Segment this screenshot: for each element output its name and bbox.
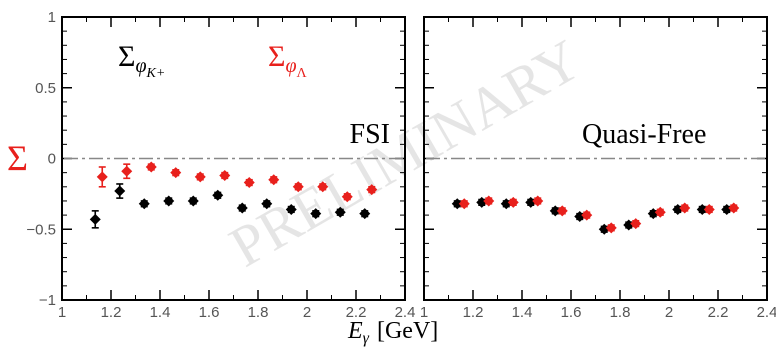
data-point-diamond <box>261 198 273 210</box>
data-point-diamond <box>187 195 199 207</box>
data-point-diamond <box>96 171 108 183</box>
right-x-tick-label: 1.4 <box>512 304 533 321</box>
right-x-tick-label: 1.2 <box>463 304 484 321</box>
data-point-diamond <box>366 184 378 196</box>
left-x-tick-label: 1 <box>58 304 66 321</box>
data-point-diamond <box>451 198 463 210</box>
left-y-tick-label: −1 <box>39 292 56 309</box>
data-point-diamond <box>334 206 346 218</box>
data-point-diamond <box>500 198 512 210</box>
left-x-tick-label: 1.4 <box>150 304 171 321</box>
right-x-tick-label: 1.8 <box>610 304 631 321</box>
right-x-tick-label: 1.6 <box>561 304 582 321</box>
data-point-diamond <box>679 202 691 214</box>
left-y-tick-label: 1 <box>48 9 56 26</box>
right-x-tick-label: 2 <box>665 304 673 321</box>
left-x-tick-label: 2.4 <box>395 304 416 321</box>
data-point-diamond <box>581 209 593 221</box>
data-point-diamond <box>170 167 182 179</box>
left-panel-data <box>89 161 378 229</box>
data-point-diamond <box>507 196 519 208</box>
right-x-tick-label: 2.2 <box>708 304 729 321</box>
panel-label-fsi: FSI <box>350 119 390 150</box>
right-panel-data <box>451 195 740 235</box>
right-panel-axes: 1 1.2 1.4 1.6 1.8 2 2.2 2.4 <box>420 16 776 321</box>
data-point-diamond <box>532 195 544 207</box>
data-point-diamond <box>163 195 175 207</box>
data-point-diamond <box>317 181 329 193</box>
data-point-diamond <box>623 219 635 231</box>
data-point-diamond <box>598 223 610 235</box>
data-point-diamond <box>556 205 568 217</box>
data-point-diamond <box>285 203 297 215</box>
data-point-diamond <box>549 205 561 217</box>
left-panel-axes: 1 1.2 1.4 1.6 1.8 2 2.2 2.4 1 0.5 0 −0.5 −1 <box>26 9 415 321</box>
left-x-tick-label: 2.2 <box>346 304 367 321</box>
data-point-diamond <box>458 198 470 210</box>
data-point-diamond <box>121 165 133 177</box>
data-point-diamond <box>574 211 586 223</box>
right-x-tick-label: 1 <box>420 304 428 321</box>
data-point-diamond <box>476 196 488 208</box>
data-point-diamond <box>138 198 150 210</box>
left-y-tick-label: −0.5 <box>26 221 56 238</box>
data-point-diamond <box>236 202 248 214</box>
data-point-diamond <box>721 203 733 215</box>
x-axis-label: Eγ [GeV] <box>347 318 438 347</box>
data-point-diamond <box>243 177 255 189</box>
data-point-diamond <box>703 203 715 215</box>
legend-entry-sigma-phi-k-plus: ΣφK+ <box>118 40 165 81</box>
left-x-tick-label: 1.2 <box>101 304 122 321</box>
left-x-tick-label: 1.8 <box>248 304 269 321</box>
data-point-diamond <box>525 196 537 208</box>
left-y-tick-label: 0.5 <box>35 80 56 97</box>
data-point-diamond <box>647 208 659 220</box>
data-point-diamond <box>654 206 666 218</box>
data-point-diamond <box>483 195 495 207</box>
data-point-diamond <box>696 203 708 215</box>
data-point-diamond <box>219 169 231 181</box>
data-point-diamond <box>114 185 126 197</box>
data-point-diamond <box>341 191 353 203</box>
data-point-diamond <box>630 218 642 230</box>
right-x-tick-label: 2.4 <box>757 304 776 321</box>
data-point-diamond <box>728 202 740 214</box>
left-x-tick-label: 1.6 <box>199 304 220 321</box>
data-point-diamond <box>145 161 157 173</box>
left-y-tick-label: 0 <box>48 151 56 168</box>
legend-entry-sigma-phi-lambda: ΣφΛ <box>268 40 308 81</box>
data-point-diamond <box>89 213 101 225</box>
data-point-diamond <box>605 222 617 234</box>
y-axis-label: Σ <box>7 138 28 178</box>
data-point-diamond <box>359 208 371 220</box>
left-x-tick-label: 2 <box>303 304 311 321</box>
data-point-diamond <box>212 189 224 201</box>
data-point-diamond <box>194 171 206 183</box>
data-point-diamond <box>310 208 322 220</box>
panel-label-quasi-free: Quasi-Free <box>582 119 706 150</box>
data-point-diamond <box>292 181 304 193</box>
data-point-diamond <box>672 203 684 215</box>
data-point-diamond <box>268 174 280 186</box>
